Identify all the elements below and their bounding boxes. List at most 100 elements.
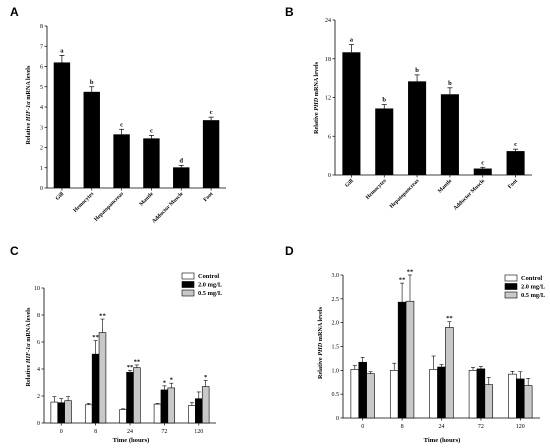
- sig-mark-c-1-2: **: [99, 313, 106, 320]
- bar-a-2: [113, 134, 130, 188]
- bar-c-4-0: [188, 405, 196, 424]
- sig-letter-a-4: d: [179, 157, 183, 164]
- x-tick-label-d-1: 8: [401, 424, 404, 430]
- y-tick-label-a-5: 5: [40, 85, 43, 91]
- legend-swatch-d-2: [504, 291, 518, 299]
- y-axis-label-a: Relative HIF-1α mRNA levels: [25, 65, 32, 144]
- category-label-a-4: Adductor Muscle: [151, 191, 185, 225]
- y-tick-label-a-8: 8: [40, 24, 43, 30]
- bar-b-1: [375, 108, 394, 175]
- y-tick-label-b-1: 6: [328, 134, 331, 140]
- sig-letter-b-1: b: [382, 97, 386, 104]
- sig-letter-b-0: a: [350, 37, 354, 44]
- sig-mark-d-1-2: **: [407, 269, 414, 276]
- y-tick-label-a-0: 0: [40, 186, 43, 192]
- sig-mark-c-2-1: **: [127, 364, 134, 371]
- panel-c: C Relative HIF-1α mRNA levels Time (hour…: [10, 244, 222, 444]
- panel-b: B Relative PHD mRNA levels 0 6 12 18 24 a Gill…: [285, 5, 532, 212]
- y-tick-label-b-2: 12: [325, 96, 331, 102]
- bar-d-0-0: [350, 369, 360, 419]
- y-tick-label-c-0: 0: [37, 421, 40, 427]
- sig-letter-b-3: b: [448, 80, 452, 87]
- panel-label-c: C: [10, 244, 19, 258]
- y-axis-label-a-gene: HIF-1α: [25, 101, 32, 123]
- sig-mark-d-1-1: **: [399, 277, 406, 284]
- y-tick-label-d-4: 2.0: [332, 321, 340, 327]
- legend-swatch-c-0: [181, 272, 195, 280]
- bar-c-4-1: [195, 398, 203, 424]
- bar-c-1-1: [91, 353, 100, 424]
- legend-swatch-c-1: [181, 281, 195, 288]
- x-tick-label-c-4: 120: [194, 429, 203, 435]
- bar-d-0-2: [366, 373, 375, 419]
- sig-letter-a-2: c: [120, 121, 123, 128]
- sig-letter-a-3: c: [150, 127, 153, 134]
- bar-d-0-1: [358, 361, 367, 419]
- bar-b-3: [440, 94, 459, 175]
- y-tick-label-b-3: 18: [325, 57, 331, 63]
- y-tick-label-d-0: 0: [336, 416, 339, 422]
- bar-d-2-2: [445, 327, 454, 419]
- bar-c-4-2: [201, 386, 210, 424]
- y-tick-label-a-1: 1: [40, 166, 43, 172]
- y-tick-label-c-2: 4: [37, 367, 40, 373]
- y-tick-label-a-3: 3: [40, 125, 43, 131]
- sig-letter-b-2: b: [415, 67, 419, 74]
- bar-d-2-0: [429, 369, 438, 419]
- y-axis-label-a-part1: Relative: [25, 121, 32, 144]
- bar-c-2-0: [119, 409, 127, 424]
- bar-d-1-2: [405, 300, 415, 419]
- x-tick-label-c-2: 24: [127, 429, 133, 435]
- bar-c-1-2: [98, 332, 107, 424]
- bar-d-3-0: [468, 370, 478, 419]
- category-label-b-4: Adductor Muscle: [453, 178, 487, 212]
- bar-c-3-2: [167, 387, 176, 424]
- bar-c-3-1: [160, 389, 169, 424]
- x-axis-label-d: Time (hours): [424, 437, 461, 444]
- x-tick-label-c-0: 0: [60, 429, 63, 435]
- panel-label-d: D: [285, 244, 294, 258]
- y-axis-label-b-part1: Relative: [313, 111, 320, 134]
- sig-letter-a-5: c: [210, 109, 213, 116]
- bar-a-1: [83, 91, 100, 188]
- x-tick-label-d-4: 120: [516, 424, 525, 430]
- y-tick-label-c-3: 6: [37, 340, 40, 346]
- category-label-b-2: Hepatopancreas: [389, 178, 421, 210]
- y-tick-label-a-7: 7: [40, 44, 43, 50]
- bar-a-4: [173, 167, 190, 188]
- bar-c-0-2: [64, 400, 72, 424]
- y-tick-label-c-5: 10: [34, 286, 40, 292]
- y-axis-label-c-part1: Relative: [25, 363, 32, 386]
- bar-d-3-2: [484, 384, 494, 419]
- panel-label-b: B: [285, 5, 294, 19]
- legend-swatch-d-0: [504, 274, 518, 282]
- category-label-a-3: Mantle: [139, 191, 156, 208]
- x-tick-label-d-2: 24: [439, 424, 445, 430]
- legend-swatch-d-1: [504, 283, 518, 290]
- legend-label-d-2: 0.5 mg/L: [521, 292, 545, 299]
- y-axis-label-b: Relative PHD mRNA levels: [313, 61, 320, 134]
- category-label-b-0: Gill: [344, 178, 355, 189]
- sig-mark-c-1-1: **: [92, 334, 99, 341]
- legend-label-d-1: 2.0 mg/L: [521, 284, 545, 291]
- legend-swatch-c-2: [181, 289, 195, 297]
- x-tick-label-d-0: 0: [361, 424, 364, 430]
- bar-c-2-1: [126, 372, 134, 424]
- x-axis-label-c: Time (hours): [113, 437, 150, 444]
- legend-label-c-1: 2.0 mg/L: [198, 282, 222, 289]
- y-axis-label-d-part1: Relative: [317, 356, 324, 379]
- y-tick-label-d-2: 1.0: [332, 368, 340, 374]
- category-label-a-2: Hepatopancreas: [93, 191, 125, 223]
- bar-a-0: [53, 62, 71, 189]
- sig-mark-c-3-1: *: [163, 379, 167, 386]
- sig-letter-a-0: a: [60, 47, 64, 54]
- y-axis-label-c: Relative HIF-1α mRNA levels: [25, 307, 32, 386]
- y-axis-label-b-part2: mRNA levels: [313, 61, 320, 97]
- y-tick-label-d-3: 1.5: [332, 345, 340, 351]
- y-tick-label-c-1: 2: [37, 394, 40, 400]
- bar-d-2-1: [437, 366, 446, 419]
- category-label-a-0: Gill: [55, 191, 66, 202]
- y-axis-label-d-gene: PHD: [317, 342, 324, 356]
- category-label-b-3: Mantle: [437, 178, 454, 195]
- category-label-b-1: Hemocytes: [365, 178, 388, 201]
